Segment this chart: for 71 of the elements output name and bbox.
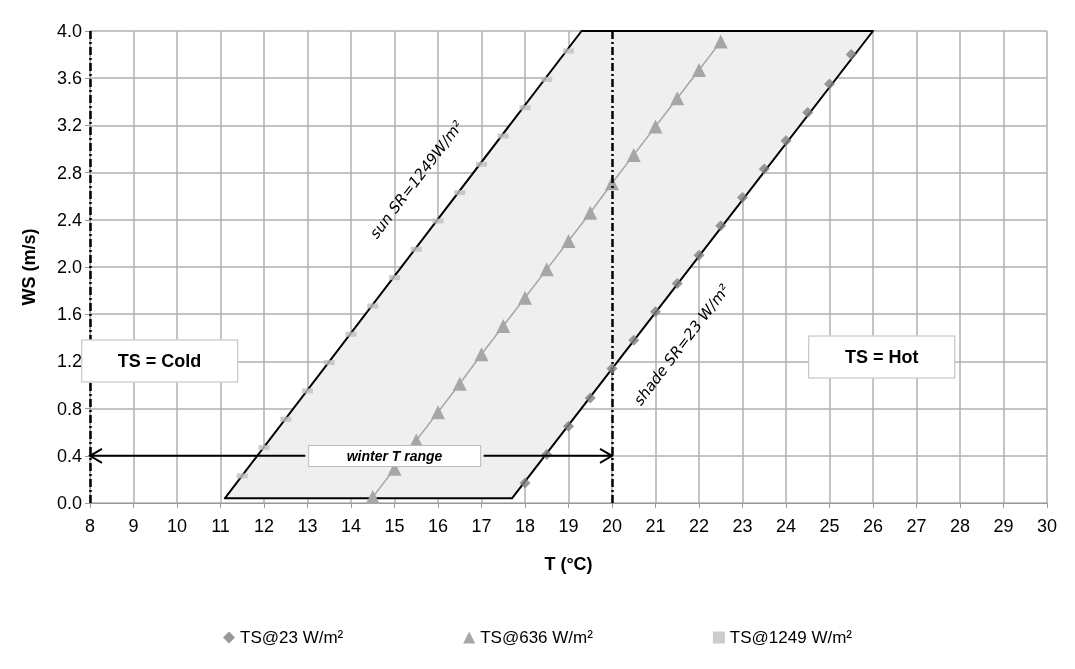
point (365, 490, 380, 505)
point (628, 334, 640, 346)
point (583, 205, 598, 220)
x-tick-label: 25 (819, 516, 840, 536)
x-tick-label: 19 (558, 516, 579, 536)
point (713, 34, 728, 49)
point (452, 376, 467, 391)
point (519, 477, 531, 489)
point (671, 278, 683, 290)
x-tick-label: 15 (384, 516, 405, 536)
point (561, 234, 576, 249)
x-tick-label: 17 (471, 516, 492, 536)
point (693, 249, 705, 261)
y-tick-label: 3.6 (56, 68, 82, 89)
x-tick-label: 23 (732, 516, 753, 536)
y-tick-label: 0.4 (56, 445, 82, 466)
x-tick-label: 24 (775, 516, 797, 536)
x-axis-title: T (°C) (544, 554, 593, 574)
x-tick-label: 18 (514, 516, 536, 536)
x-tick-label: 21 (645, 516, 666, 536)
point (518, 290, 532, 305)
x-tick-label: 28 (949, 516, 971, 536)
point (626, 147, 641, 162)
point (670, 91, 685, 106)
legend-label: TS@1249 W/m² (729, 628, 853, 647)
point (845, 49, 857, 61)
y-tick-label: 4.0 (56, 21, 82, 41)
text-box: TS = Hot (807, 335, 956, 379)
y-tick-label: 3.2 (56, 115, 82, 136)
y-tick-label: 0.0 (56, 493, 82, 513)
legend-label: TS@636 W/m² (480, 628, 594, 647)
point (758, 163, 770, 175)
text-box: TS = Cold (80, 339, 239, 383)
point (563, 420, 574, 432)
y-tick-label: 1.2 (56, 351, 82, 372)
point (715, 220, 727, 232)
x-tick-label: 30 (1036, 516, 1058, 536)
x-tick-label: 11 (211, 516, 230, 536)
point (650, 306, 661, 318)
point (802, 106, 814, 118)
x-tick-label: 8 (84, 516, 96, 536)
point (431, 405, 445, 420)
y-tick-label: 0.8 (56, 398, 82, 419)
x-tick-label: 14 (340, 516, 362, 536)
point (496, 319, 511, 333)
text-box: winter T range (307, 444, 482, 467)
x-tick-label: 13 (297, 516, 318, 536)
x-tick-label: 10 (166, 516, 188, 536)
legend-label: TS@23 W/m² (240, 628, 344, 647)
point (780, 135, 792, 147)
x-tick-label: 12 (253, 516, 275, 536)
x-tick-label: 16 (427, 516, 449, 536)
point (737, 191, 748, 203)
x-tick-label: 29 (993, 516, 1014, 536)
x-tick-label: 26 (862, 516, 884, 536)
y-tick-label: 2.8 (56, 162, 82, 183)
point (474, 347, 489, 362)
point (584, 392, 596, 404)
y-tick-label: 2.0 (56, 257, 82, 277)
point (692, 62, 706, 77)
point (606, 362, 618, 374)
point (648, 119, 663, 134)
x-tick-label: 20 (601, 516, 623, 536)
point (824, 78, 835, 90)
y-tick-label: 1.6 (56, 304, 82, 325)
x-tick-label: 22 (688, 516, 710, 536)
y-axis-title: WS (m/s) (19, 228, 39, 306)
x-tick-label: 27 (906, 516, 927, 536)
point (539, 262, 554, 277)
y-tick-label: 2.4 (56, 209, 82, 230)
x-tick-label: 9 (128, 516, 139, 536)
